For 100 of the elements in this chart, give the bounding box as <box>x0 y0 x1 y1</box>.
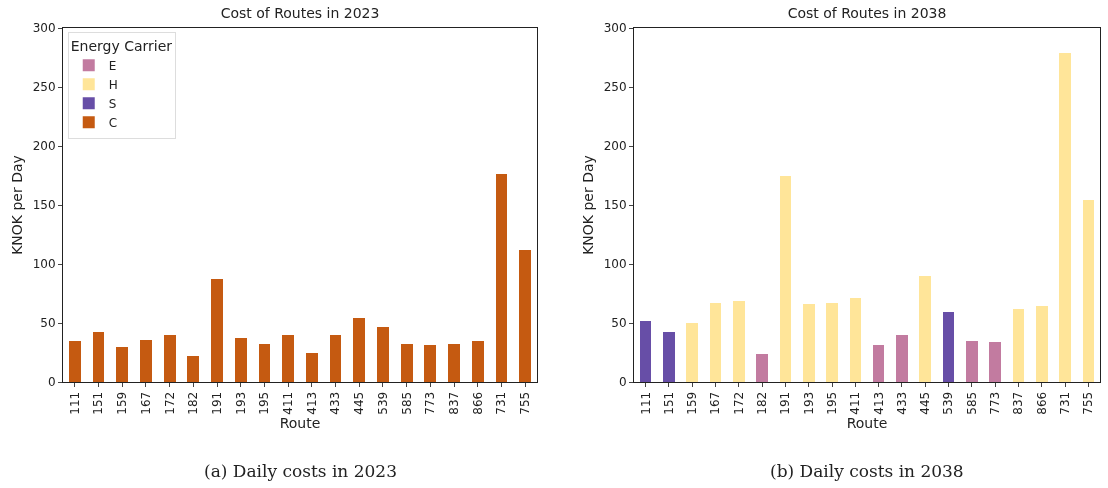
y-tick-label: 250 <box>32 80 56 95</box>
x-axis-title: Route <box>279 415 321 432</box>
x-tick-label: 167 <box>708 391 723 415</box>
bar <box>1059 52 1071 382</box>
bar <box>872 345 885 382</box>
x-tick-label: 411 <box>848 391 863 415</box>
x-tick-label: 731 <box>1057 391 1072 415</box>
x-tick-label: 159 <box>685 391 700 415</box>
x-tick-label: 191 <box>778 391 793 415</box>
bar <box>92 332 105 382</box>
y-tick-label: 200 <box>32 139 56 154</box>
x-tick-label: 195 <box>257 391 272 415</box>
x-tick-label: 159 <box>115 391 130 415</box>
bar <box>802 304 815 382</box>
bar <box>282 334 295 382</box>
bar <box>1035 306 1048 382</box>
bar <box>639 320 652 382</box>
x-tick-label: 866 <box>470 391 485 415</box>
legend-title: Energy Carrier <box>70 37 173 54</box>
legend-label: C <box>108 115 118 130</box>
bar <box>495 174 508 382</box>
bar <box>68 340 81 382</box>
y-tick-label: 50 <box>611 316 627 331</box>
legend-label: E <box>108 58 117 73</box>
y-tick-label: 250 <box>603 80 627 95</box>
bar <box>424 345 437 382</box>
x-tick-label: 445 <box>352 391 367 415</box>
x-tick-label: 585 <box>964 391 979 415</box>
x-tick-label: 182 <box>186 391 201 415</box>
x-tick-label: 167 <box>138 391 153 415</box>
x-tick-label: 866 <box>1034 391 1049 415</box>
y-tick-label: 0 <box>618 375 627 390</box>
bar <box>140 339 152 382</box>
x-tick-label: 731 <box>494 391 509 415</box>
bar <box>353 318 366 382</box>
bar <box>756 353 768 382</box>
x-tick-label: 585 <box>399 391 414 415</box>
y-tick-label: 100 <box>603 257 627 272</box>
bar <box>709 302 722 382</box>
bar <box>163 334 176 382</box>
x-tick-label: 445 <box>918 391 933 415</box>
bar <box>258 344 271 382</box>
x-tick-label: 151 <box>661 391 676 415</box>
y-tick-label: 50 <box>40 316 56 331</box>
legend-label: S <box>108 96 117 111</box>
bar <box>519 249 532 382</box>
x-tick-label: 755 <box>518 391 533 415</box>
x-tick-label: 193 <box>801 391 816 415</box>
bar <box>1012 308 1025 382</box>
y-tick-label: 200 <box>603 139 627 154</box>
x-tick-label: 539 <box>941 391 956 415</box>
y-tick-label: 150 <box>32 198 56 213</box>
bar <box>989 341 1001 382</box>
bar <box>942 312 955 382</box>
x-tick-label: 172 <box>731 391 746 415</box>
x-tick-label: 539 <box>375 391 390 415</box>
chart-title: Cost of Routes in 2038 <box>787 4 947 21</box>
bar <box>471 340 484 382</box>
bar <box>849 298 862 382</box>
bar <box>187 356 200 382</box>
y-tick-label: 150 <box>603 198 627 213</box>
y-tick-label: 100 <box>32 257 56 272</box>
x-tick-label: 413 <box>304 391 319 415</box>
bar <box>1082 200 1095 382</box>
x-tick-label: 755 <box>1081 391 1096 415</box>
x-tick-label: 191 <box>209 391 224 415</box>
chart-title: Cost of Routes in 2023 <box>220 4 380 21</box>
bar <box>116 346 129 382</box>
y-axis-title: KNOK per Day <box>9 155 26 255</box>
bar <box>779 175 792 382</box>
x-tick-label: 195 <box>824 391 839 415</box>
bar <box>377 326 389 382</box>
x-tick-label: 172 <box>162 391 177 415</box>
text: (a) Daily costs in 2023 <box>204 461 397 481</box>
x-tick-label: 433 <box>328 391 343 415</box>
x-tick-label: 151 <box>91 391 106 415</box>
bar <box>896 334 908 382</box>
bar <box>400 344 413 382</box>
x-tick-label: 413 <box>871 391 886 415</box>
bar <box>234 338 247 382</box>
bar <box>733 300 745 382</box>
bar <box>663 332 675 382</box>
y-tick-label: 0 <box>47 375 56 390</box>
x-tick-label: 433 <box>894 391 909 415</box>
x-tick-label: 837 <box>1011 391 1026 415</box>
bar <box>448 344 460 382</box>
x-tick-label: 773 <box>988 391 1003 415</box>
x-tick-label: 111 <box>67 391 82 415</box>
bar <box>966 340 978 382</box>
x-tick-label: 111 <box>638 391 653 415</box>
x-tick-label: 837 <box>446 391 461 415</box>
bar <box>919 275 932 382</box>
bar <box>329 334 342 382</box>
bar <box>826 302 838 382</box>
y-axis-title: KNOK per Day <box>580 155 597 255</box>
y-tick-label: 300 <box>32 21 56 36</box>
x-tick-label: 773 <box>423 391 438 415</box>
x-tick-label: 193 <box>233 391 248 415</box>
legend-label: H <box>108 77 118 92</box>
text: (b) Daily costs in 2038 <box>770 461 964 481</box>
